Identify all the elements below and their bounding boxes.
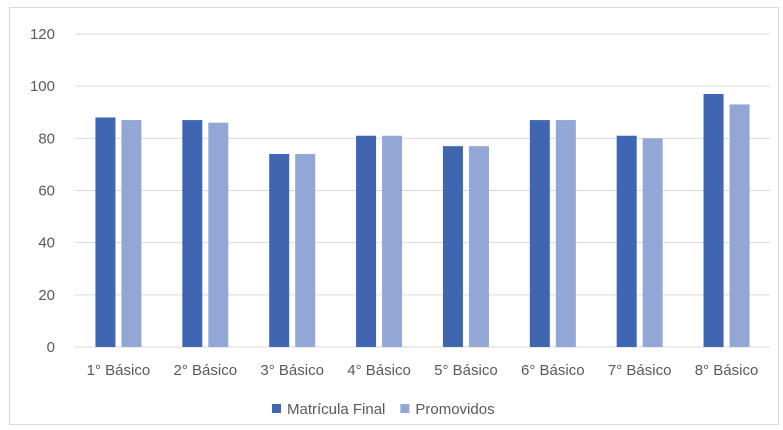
y-tick-label: 60 bbox=[38, 183, 55, 200]
x-category-label: 3° Básico bbox=[260, 362, 324, 379]
legend-swatch-matricula-final bbox=[272, 404, 281, 413]
y-tick-label: 20 bbox=[38, 287, 55, 304]
y-tick-label: 120 bbox=[30, 26, 55, 43]
bar-promovidos-1 bbox=[121, 120, 142, 347]
bar-promovidos-5 bbox=[468, 146, 489, 347]
bar-promovidos-4 bbox=[382, 135, 403, 347]
bar-matricula-final-1 bbox=[95, 117, 116, 347]
legend-swatch-promovidos bbox=[400, 404, 410, 413]
bar-matricula-final-3 bbox=[269, 153, 290, 347]
bar-matricula-final-5 bbox=[442, 146, 463, 347]
y-axis-ticks: 0 20 40 60 80 100 120 bbox=[30, 26, 55, 356]
x-axis-labels: 1° Básico 2° Básico 3° Básico 4° Básico 5° B… bbox=[87, 362, 759, 379]
bar-matricula-final-6 bbox=[529, 120, 550, 347]
bars bbox=[95, 93, 750, 347]
bar-matricula-final-4 bbox=[356, 135, 377, 347]
x-category-label: 2° Básico bbox=[174, 362, 238, 379]
bar-matricula-final-2 bbox=[182, 120, 203, 347]
legend: Matrícula Final Promovidos bbox=[272, 401, 495, 418]
x-category-label: 5° Básico bbox=[434, 362, 498, 379]
legend-label-promovidos: Promovidos bbox=[415, 401, 494, 418]
x-category-label: 6° Básico bbox=[521, 362, 585, 379]
y-tick-label: 0 bbox=[47, 339, 55, 356]
bar-promovidos-2 bbox=[208, 122, 229, 347]
y-tick-label: 40 bbox=[38, 235, 55, 252]
legend-label-matricula-final: Matrícula Final bbox=[287, 401, 385, 418]
bar-promovidos-8 bbox=[729, 104, 750, 347]
x-category-label: 8° Básico bbox=[695, 362, 759, 379]
bar-matricula-final-7 bbox=[616, 135, 637, 347]
bar-promovidos-6 bbox=[555, 120, 576, 347]
x-category-label: 1° Básico bbox=[87, 362, 151, 379]
x-category-label: 4° Básico bbox=[347, 362, 411, 379]
bar-promovidos-7 bbox=[642, 138, 663, 347]
y-tick-label: 100 bbox=[30, 78, 55, 95]
gridlines bbox=[75, 33, 770, 348]
x-category-label: 7° Básico bbox=[608, 362, 672, 379]
bar-matricula-final-8 bbox=[703, 93, 724, 347]
bar-promovidos-3 bbox=[295, 153, 316, 347]
y-tick-label: 80 bbox=[38, 130, 55, 147]
